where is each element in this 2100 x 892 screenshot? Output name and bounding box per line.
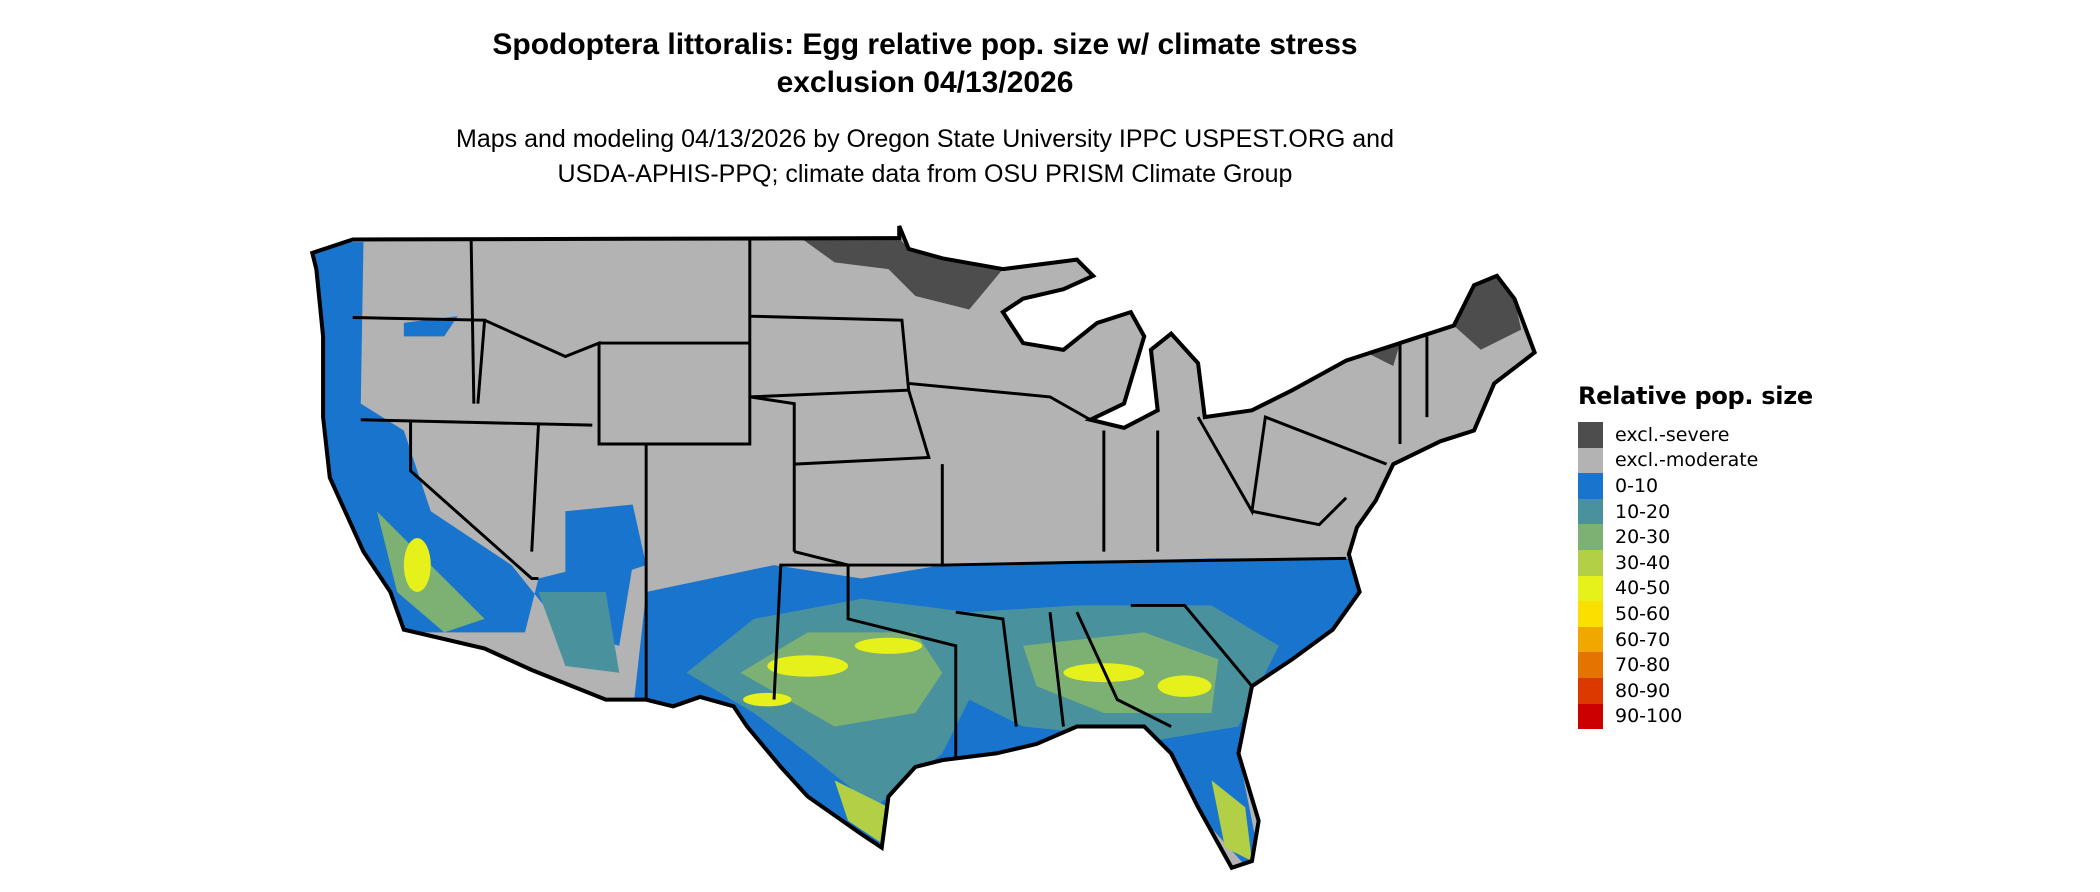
zone-30-40-south-texas <box>834 780 889 848</box>
zone-20-30-texas <box>740 632 943 727</box>
legend-item: excl.-severe <box>1578 422 1813 448</box>
legend-swatch <box>1578 677 1603 704</box>
state-borders <box>352 239 1429 761</box>
zone-30-40-florida <box>1211 780 1252 862</box>
legend-label: 20-30 <box>1615 526 1671 549</box>
map-title: Spodoptera littoralis: Egg relative pop.… <box>0 26 1850 102</box>
legend-label: 10-20 <box>1615 500 1671 523</box>
legend-item: 50-60 <box>1578 601 1813 627</box>
legend-label: 40-50 <box>1615 577 1671 600</box>
legend-swatch <box>1578 703 1603 730</box>
legend-swatch <box>1578 575 1603 602</box>
legend-item: 80-90 <box>1578 677 1813 704</box>
zone-0-10-sw <box>565 504 647 592</box>
legend-item: excl.-moderate <box>1578 447 1813 474</box>
subtitle-line-1: Maps and modeling 04/13/2026 by Oregon S… <box>456 125 1394 153</box>
map-subtitle: Maps and modeling 04/13/2026 by Oregon S… <box>0 122 1850 192</box>
legend-item: 90-100 <box>1578 703 1813 730</box>
zone-0-10-columbia <box>403 316 458 337</box>
legend-item: 10-20 <box>1578 498 1813 525</box>
zone-40-50-patches <box>403 538 1212 707</box>
legend-swatch <box>1578 652 1603 678</box>
legend-swatch <box>1578 601 1603 627</box>
legend-title: Relative pop. size <box>1578 382 1813 410</box>
legend-swatch <box>1578 473 1603 499</box>
legend-label: excl.-moderate <box>1615 449 1759 472</box>
zone-20-30-california <box>376 511 485 633</box>
legend-swatch <box>1578 626 1603 653</box>
legend-item: 0-10 <box>1578 473 1813 499</box>
legend-swatch <box>1578 549 1603 576</box>
legend-label: 80-90 <box>1615 679 1671 702</box>
title-line-1: Spodoptera littoralis: Egg relative pop.… <box>492 28 1358 61</box>
zone-10-20-arizona <box>538 591 620 673</box>
legend-swatch <box>1578 498 1603 525</box>
legend-label: 0-10 <box>1615 474 1659 497</box>
legend-item: 70-80 <box>1578 652 1813 678</box>
excl-severe-michigan-up <box>1009 306 1091 330</box>
title-line-2: exclusion 04/13/2026 <box>776 66 1074 99</box>
legend-swatch <box>1578 524 1603 550</box>
subtitle-line-2: USDA-APHIS-PPQ; climate data from OSU PR… <box>557 160 1293 188</box>
legend-label: 90-100 <box>1615 705 1683 728</box>
legend: Relative pop. size excl.-severe excl.-mod… <box>1578 382 1813 730</box>
legend-item: 30-40 <box>1578 549 1813 576</box>
legend-label: 30-40 <box>1615 551 1671 574</box>
legend-item: 20-30 <box>1578 524 1813 550</box>
legend-label: 60-70 <box>1615 628 1671 651</box>
excl-severe-minnesota <box>800 238 1003 310</box>
legend-label: excl.-severe <box>1615 423 1730 446</box>
legend-label: 70-80 <box>1615 654 1671 677</box>
legend-label: 50-60 <box>1615 602 1671 625</box>
legend-swatch <box>1578 447 1603 474</box>
legend-swatch <box>1578 422 1603 448</box>
legend-item: 60-70 <box>1578 626 1813 653</box>
excl-severe-adirondacks <box>1366 343 1400 366</box>
legend-item: 40-50 <box>1578 575 1813 602</box>
